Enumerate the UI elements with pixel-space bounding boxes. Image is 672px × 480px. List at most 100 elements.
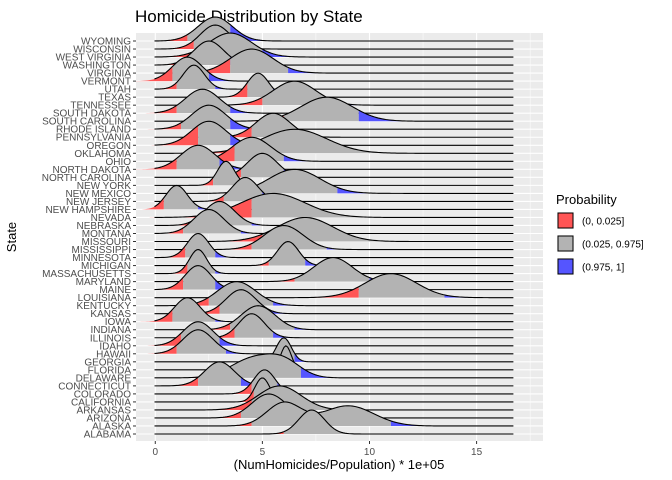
ridge-outline [154,377,514,403]
ridge-region-2 [247,73,274,98]
y-tick-labels: ALABAMAALASKAARIZONAARKANSASCALIFORNIACO… [42,37,136,441]
ridge-region-1 [136,382,252,394]
y-tick-label: GEORGIA [84,357,131,368]
y-tick-label: SOUTH DAKOTA [53,109,131,120]
ridge-region-2 [223,177,263,202]
y-tick-label: NEW JERSEY [66,197,131,208]
y-tick-label: OREGON [87,141,131,152]
ridge-outline [154,361,514,387]
y-tick-label: COLORADO [74,389,131,400]
y-tick-label: FLORIDA [88,365,132,376]
x-tick-label: 0 [152,447,158,458]
ridge-region-1 [136,243,252,250]
y-tick-label: NEW YORK [77,181,132,192]
ridge-outline [154,48,514,74]
chart-title: Homicide Distribution by State [135,7,363,26]
y-tick-label: NEW HAMPSHIRE [45,205,131,216]
y-tick-label: INDIANA [90,325,131,336]
y-tick-label: WISCONSIN [73,45,131,56]
ridge-region-2 [234,313,274,338]
ridge-outline [154,329,514,355]
y-tick-label: SOUTH CAROLINA [42,117,131,128]
ridge-outline [154,40,514,66]
y-tick-label: DELAWARE [76,373,132,384]
ridge-outline [154,401,514,427]
y-tick-label: TENNESSEE [70,101,131,112]
ridge-region-2 [230,49,289,74]
y-tick-label: MINNESOTA [72,253,131,264]
y-tick-label: NEVADA [91,213,132,224]
y-tick-label: PENNSYLVANIA [56,133,132,144]
y-tick-label: UTAH [105,85,131,96]
y-tick-label: LOUISIANA [78,293,132,304]
ridge-region-1 [136,323,231,330]
ridge-region-1 [136,82,248,98]
ridge-region-2 [163,185,199,210]
y-tick-label: NEW MEXICO [65,189,131,200]
ridge-region-3 [444,294,543,298]
ridge-region-2 [198,121,231,146]
y-tick-label: OKLAHOMA [74,149,131,160]
ridge-maine [136,265,543,291]
ridge-alaska [136,401,543,427]
ridge-region-1 [136,58,231,74]
ridge-region-3 [358,110,543,122]
legend: Probability (0, 0.025] (0.025, 0.975] (0.9… [556,192,644,275]
x-axis-title: (NumHomicides/Population) * 1e+05 [234,457,445,472]
legend-key [557,212,574,229]
ridge-region-1 [136,195,224,202]
legend-label: (0, 0.025] [582,217,624,228]
y-tick-label: ALABAMA [84,430,132,441]
x-tick-label: 10 [364,447,376,458]
y-tick-label: VERMONT [81,77,131,88]
ridge-hawaii [136,329,543,355]
ridges [136,16,544,435]
x-tick-label: 15 [471,447,483,458]
ridge-outline [154,32,514,58]
ridge-region-1 [136,327,235,338]
ridge-outline [154,369,514,395]
y-tick-label: OHIO [105,157,131,168]
ridge-outline [154,128,514,154]
ridge-region-2 [219,353,301,378]
ridge-region-1 [136,82,177,90]
ridge-region-2 [294,257,370,282]
ridge-region-1 [136,177,214,186]
ridge-region-2 [251,225,327,250]
ridge-new-york [136,160,543,186]
y-tick-label: IDAHO [99,341,131,352]
ridge-outline [154,16,514,42]
ridge-region-2 [234,137,284,162]
ridge-outline [154,144,514,170]
y-tick-label: MARYLAND [76,277,131,288]
ridge-region-2 [283,97,359,122]
legend-label: (0.975, 1] [582,263,624,274]
ridge-region-2 [176,145,220,170]
y-tick-label: RHODE ISLAND [56,125,131,136]
ridge-region-1 [136,227,184,234]
legend-title: Probability [556,192,617,207]
ridge-outline [154,160,514,186]
ridge-outline [154,265,514,291]
ridge-region-1 [136,105,177,114]
y-axis-title: State [4,222,19,252]
ridge-region-1 [136,197,164,210]
ridge-region-1 [136,126,252,138]
ridge-region-1 [136,245,186,258]
ridge-region-1 [136,262,188,274]
y-tick-label: ILLINOIS [90,333,131,344]
y-tick-label: MISSOURI [82,237,131,248]
y-tick-label: KENTUCKY [77,301,132,312]
ridge-outline [154,289,514,315]
ridge-new-jersey [136,176,543,202]
y-tick-label: ALASKA [92,421,131,432]
ridge-rhode-island [136,104,543,130]
y-tick-label: ARIZONA [87,413,132,424]
ridge-region-2 [251,401,391,426]
ridge-outline [154,200,514,227]
ridge-region-2 [251,169,338,194]
ridge-region-1 [136,277,184,290]
ridge-region-2 [176,329,226,354]
ridge-alabama [136,409,543,435]
